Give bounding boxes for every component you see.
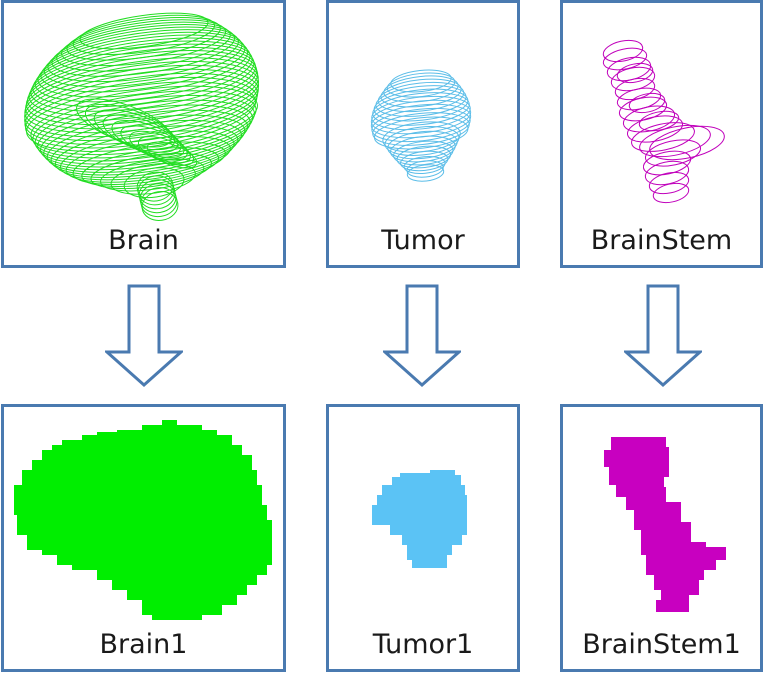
brain-contour-ring xyxy=(100,158,205,192)
tumor-contour-ring xyxy=(371,107,471,143)
brain-contour-ring xyxy=(37,99,254,165)
panel-tumor: Tumor xyxy=(326,0,520,268)
brainstem-contour-ring xyxy=(642,150,692,176)
tumor-contour-ring xyxy=(400,150,449,172)
brain-contour-ring xyxy=(51,24,236,77)
brain1-solid-image xyxy=(14,420,272,620)
down-arrow-brain xyxy=(105,284,183,388)
tumor-contour-ring xyxy=(387,130,458,160)
label-tumor1: Tumor1 xyxy=(372,629,474,660)
brainstem-contour-ring xyxy=(602,39,644,63)
brain-contour-ring xyxy=(54,125,239,178)
brainstem-contour-ring xyxy=(614,77,656,101)
tumor-contour-ring xyxy=(384,126,460,156)
brainstem1-solid-image xyxy=(604,437,726,612)
brain-contour-ring xyxy=(50,119,243,176)
label-brainstem: BrainStem xyxy=(590,225,733,256)
panel-brain1: Brain1 xyxy=(1,404,286,672)
brain-contour-ring xyxy=(47,26,239,83)
panel-brainstem: BrainStem xyxy=(560,0,763,268)
brain-contour-ring xyxy=(65,135,231,183)
tumor-contour-ring xyxy=(396,145,452,169)
tumor-contour-ring xyxy=(372,112,470,146)
tumor-contour-ring xyxy=(373,116,469,150)
brain-contour-ring xyxy=(141,191,179,221)
brain-contour-ring xyxy=(40,104,251,168)
label-brain1: Brain1 xyxy=(99,629,188,660)
brain-contour-ring xyxy=(25,77,258,149)
brain-contour-ring xyxy=(110,162,196,195)
down-arrow-tumor xyxy=(383,284,461,388)
tumor1-solid-image xyxy=(372,470,467,568)
brain-contour-ring xyxy=(43,29,243,88)
label-tumor: Tumor xyxy=(381,225,465,256)
brain-contour-ring xyxy=(37,34,249,98)
brainstem-contour-ring xyxy=(631,122,695,152)
panel-brainstem1: BrainStem1 xyxy=(560,404,763,672)
brainstem-contour-ring xyxy=(639,124,711,158)
brain-contour-ring xyxy=(72,141,226,185)
brainstem-contour-ring xyxy=(652,182,690,204)
brain-contour-ring xyxy=(34,94,255,162)
brainstem-contour-ring xyxy=(649,125,725,161)
tumor-contour-ring xyxy=(393,140,454,166)
brain-contour-ring xyxy=(34,37,251,103)
brainstem-contour-ring xyxy=(648,171,690,195)
down-arrow-brainstem xyxy=(624,284,702,388)
brainstem-contour-ring xyxy=(644,139,702,167)
panel-brain: Brain xyxy=(1,0,286,268)
tumor-contour-ring xyxy=(406,164,445,182)
brainstem-contour-ring xyxy=(616,62,654,84)
tumor-contour-ring xyxy=(370,99,472,135)
brain-contour-ring xyxy=(24,72,259,145)
tumor-wireframe-image xyxy=(370,69,472,182)
brainstem-contour-ring xyxy=(638,110,680,132)
brainstem-contour-ring xyxy=(628,92,666,114)
panel-tumor1: Tumor1 xyxy=(326,404,520,672)
label-brainstem1: BrainStem1 xyxy=(582,629,741,660)
brain-wireframe-image xyxy=(24,12,260,221)
tumor-contour-ring xyxy=(406,160,444,178)
tumor-contour-ring xyxy=(371,95,471,131)
tumor-contour-ring xyxy=(403,155,446,175)
label-brain: Brain xyxy=(108,225,179,256)
brainstem-wireframe-image xyxy=(602,39,725,204)
brainstem-contour-ring xyxy=(618,96,668,122)
brain-fold-ring xyxy=(146,141,198,169)
brain-contour-ring xyxy=(123,167,185,199)
